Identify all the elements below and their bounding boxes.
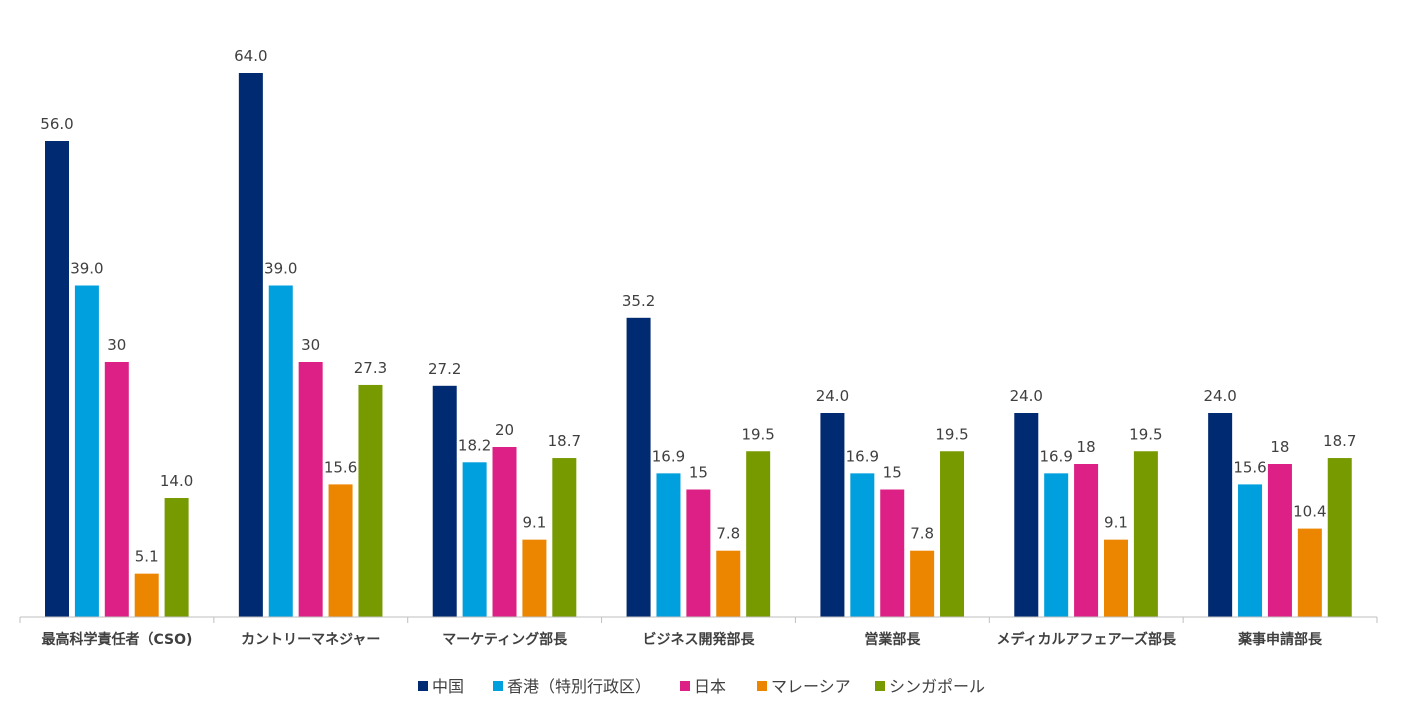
category-label: 最高科学責任者（CSO) <box>41 631 192 648</box>
data-label: 9.1 <box>1104 514 1128 532</box>
legend-label: 日本 <box>694 677 726 696</box>
legend-swatch <box>418 681 428 691</box>
legend-label: 香港（特別行政区） <box>507 677 651 696</box>
bar <box>746 451 771 617</box>
data-label: 15 <box>689 464 708 482</box>
bar <box>1044 473 1069 617</box>
data-label: 7.8 <box>716 525 740 543</box>
data-label: 15.6 <box>324 458 357 476</box>
data-label: 15.6 <box>1233 458 1266 476</box>
bar <box>358 384 383 617</box>
bar <box>940 451 965 617</box>
category-labels-layer: 最高科学責任者（CSO) カントリーマネジャー マーケティング部長 ビジネス開発部長 営… <box>41 631 1323 648</box>
category-label: マーケティング部長 <box>442 631 568 648</box>
legend-label: 中国 <box>432 677 464 696</box>
data-label: 35.2 <box>622 292 655 310</box>
bar <box>74 285 99 617</box>
bar <box>268 285 293 617</box>
bar <box>522 539 547 617</box>
bar <box>850 473 875 617</box>
bar <box>238 73 263 617</box>
data-label: 5.1 <box>135 548 159 566</box>
bar <box>880 489 905 617</box>
data-label: 10.4 <box>1293 503 1326 521</box>
bar <box>462 462 487 617</box>
bar <box>328 484 353 617</box>
data-label: 18.7 <box>548 432 581 450</box>
legend-swatch <box>680 681 690 691</box>
bars-layer <box>45 73 1352 617</box>
bar <box>1267 464 1292 617</box>
data-label: 16.9 <box>1039 447 1072 465</box>
bar <box>134 573 159 617</box>
bar <box>104 362 129 617</box>
bar <box>1133 451 1158 617</box>
bar <box>1238 484 1263 617</box>
category-label: 薬事申請部長 <box>1238 631 1323 648</box>
bar <box>656 473 681 617</box>
bar <box>552 458 577 617</box>
bar <box>1103 539 1128 617</box>
data-label: 14.0 <box>160 472 193 490</box>
data-label: 30 <box>107 336 126 354</box>
category-label: カントリーマネジャー <box>241 632 380 648</box>
data-label: 39.0 <box>264 260 297 278</box>
data-label: 18.2 <box>458 436 491 454</box>
data-label: 16.9 <box>652 447 685 465</box>
data-label: 15 <box>883 464 902 482</box>
value-labels-layer: 56.0 39.0 30 5.1 14.0 64.0 39.0 30 15.6 27.3 27.2 1… <box>40 47 1356 566</box>
legend-label: マレーシア <box>771 677 851 696</box>
data-label: 24.0 <box>1010 387 1043 405</box>
x-axis-ticks <box>19 617 1378 623</box>
bar <box>45 141 69 617</box>
data-label: 18 <box>1270 438 1289 456</box>
data-label: 39.0 <box>70 260 103 278</box>
legend-label: シンガポール <box>889 677 985 696</box>
bar <box>432 385 457 617</box>
data-label: 19.5 <box>1129 425 1162 443</box>
bar <box>1014 413 1039 617</box>
legend-swatch <box>757 681 767 691</box>
data-label: 30 <box>301 336 320 354</box>
legend: 中国 香港（特別行政区） 日本 マレーシア シンガポール <box>418 677 985 696</box>
data-label: 24.0 <box>816 387 849 405</box>
data-label: 18.7 <box>1323 432 1356 450</box>
data-label: 27.3 <box>354 359 387 377</box>
data-label: 20 <box>495 421 514 439</box>
data-label: 64.0 <box>234 47 267 65</box>
data-label: 9.1 <box>522 514 546 532</box>
data-label: 18 <box>1077 438 1096 456</box>
legend-swatch <box>875 681 885 691</box>
category-label: ビジネス開発部長 <box>643 631 756 648</box>
category-label: 営業部長 <box>864 631 921 648</box>
bar <box>626 317 651 617</box>
bar <box>492 447 517 617</box>
data-label: 19.5 <box>935 425 968 443</box>
data-label: 56.0 <box>40 115 73 133</box>
data-label: 16.9 <box>846 447 879 465</box>
bar <box>1208 413 1233 617</box>
bar <box>910 550 935 617</box>
data-label: 24.0 <box>1203 387 1236 405</box>
bar <box>298 362 323 617</box>
data-label: 7.8 <box>910 525 934 543</box>
bar <box>820 413 845 617</box>
bar <box>164 498 189 617</box>
bar <box>1327 458 1352 617</box>
bar <box>1074 464 1099 617</box>
bar <box>1297 528 1322 617</box>
bar <box>686 489 711 617</box>
data-label: 19.5 <box>741 425 774 443</box>
legend-swatch <box>493 681 503 691</box>
data-label: 27.2 <box>428 360 461 378</box>
category-label: メディカルアフェアーズ部長 <box>996 631 1176 648</box>
bar <box>716 550 741 617</box>
